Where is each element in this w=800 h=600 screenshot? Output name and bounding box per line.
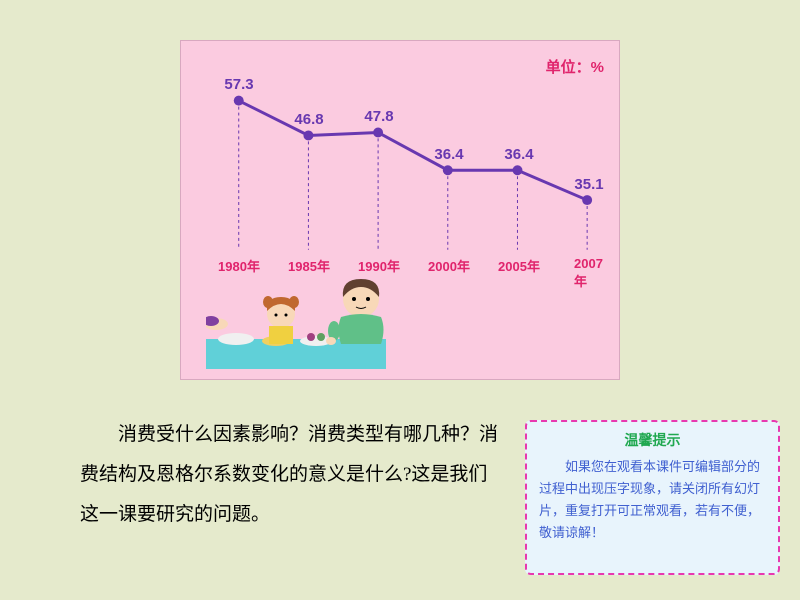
x-axis-label: 1990年 bbox=[358, 256, 400, 275]
chart-container: 单位：% bbox=[180, 40, 620, 380]
x-axis-label: 2007年 bbox=[574, 256, 604, 290]
data-label: 46.8 bbox=[294, 111, 323, 128]
data-label: 36.4 bbox=[434, 146, 463, 163]
data-label: 47.8 bbox=[364, 108, 393, 125]
tip-title: 温馨提示 bbox=[539, 430, 766, 450]
x-axis-label: 2005年 bbox=[498, 256, 540, 275]
x-axis-label: 1985年 bbox=[288, 256, 330, 275]
data-label: 57.3 bbox=[224, 76, 253, 93]
chart-area: 单位：% bbox=[181, 41, 619, 379]
x-axis-label: 2000年 bbox=[428, 256, 470, 275]
tip-box: 温馨提示 如果您在观看本课件可编辑部分的过程中出现压字现象，请关闭所有幻灯片，重… bbox=[525, 420, 780, 575]
data-label: 36.4 bbox=[504, 146, 533, 163]
tip-content: 如果您在观看本课件可编辑部分的过程中出现压字现象，请关闭所有幻灯片，重复打开可正… bbox=[539, 456, 766, 544]
body-text: 消费受什么因素影响？消费类型有哪几种？消费结构及恩格尔系数变化的意义是什么?这是… bbox=[80, 415, 500, 535]
x-axis-label: 1980年 bbox=[218, 256, 260, 275]
family-illustration bbox=[206, 269, 426, 369]
data-label: 35.1 bbox=[574, 176, 603, 193]
